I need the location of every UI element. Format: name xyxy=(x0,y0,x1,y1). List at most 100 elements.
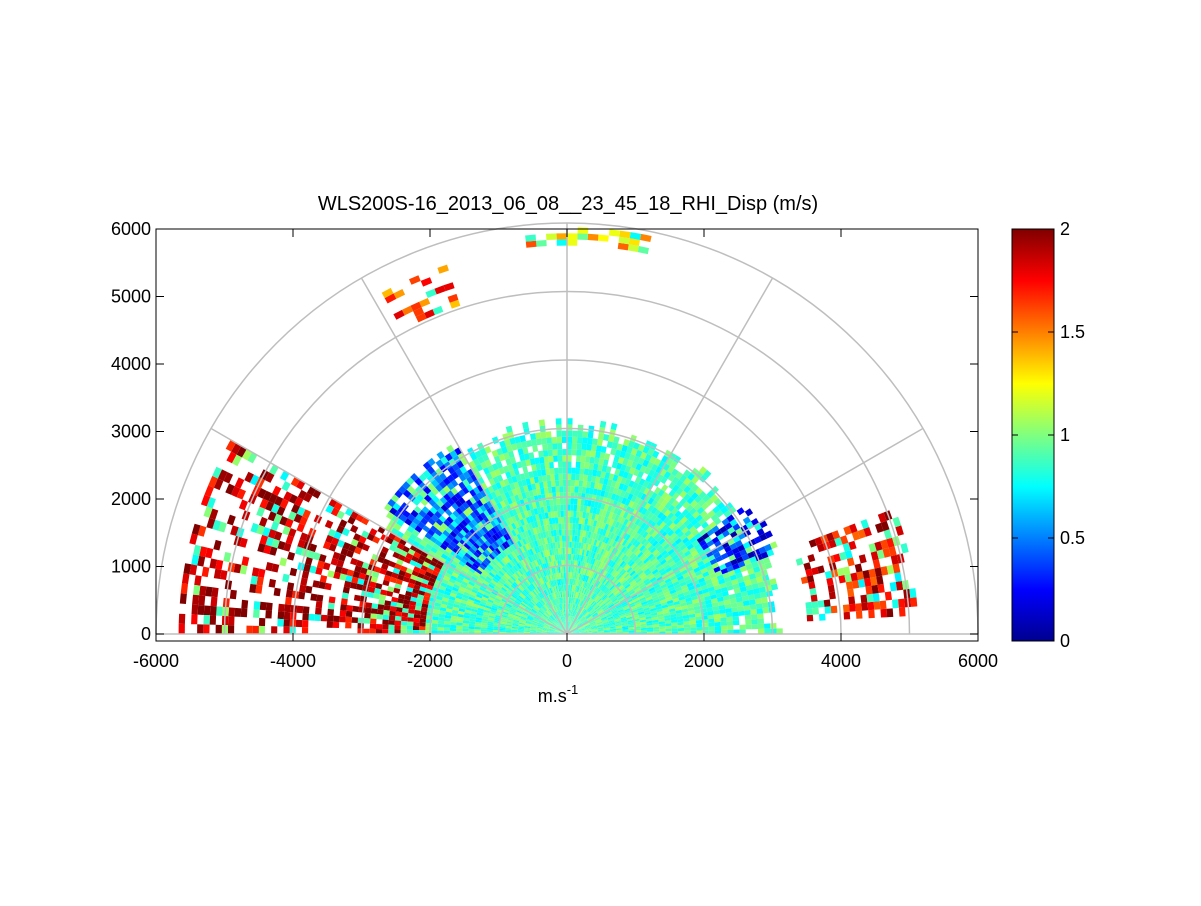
echo-cell-2290 xyxy=(548,487,553,494)
echo-cell-4235 xyxy=(365,607,372,613)
x-tick-label: 6000 xyxy=(958,651,998,671)
echo-cell-4098 xyxy=(319,581,326,589)
echo-cell-2190 xyxy=(558,468,563,474)
y-tick-label: 5000 xyxy=(111,287,151,307)
echo-cell-4228 xyxy=(408,613,415,618)
echo-cell-91 xyxy=(721,621,728,626)
echo-cell-2221 xyxy=(556,499,560,505)
echo-cell-1985 xyxy=(586,450,591,457)
echo-cell-2195 xyxy=(557,437,562,443)
echo-cell-4270 xyxy=(432,620,438,624)
echo-cell-145 xyxy=(874,601,881,610)
echo-cell-4383 xyxy=(394,625,400,630)
echo-cell-185 xyxy=(805,602,812,609)
echo-cell-2182 xyxy=(561,517,564,523)
echo-cell-1980 xyxy=(583,481,588,488)
echo-cell-2218 xyxy=(558,517,561,523)
echo-cell-65 xyxy=(770,623,776,629)
echo-cell-176 xyxy=(720,613,727,618)
echo-cell-2043 xyxy=(573,517,576,523)
echo-cell-2229 xyxy=(552,443,557,450)
echo-cell-96 xyxy=(758,619,765,625)
echo-cell-271 xyxy=(761,597,768,603)
echo-cell-2295 xyxy=(544,456,549,463)
echo-cell-2161 xyxy=(562,431,567,437)
echo-cell-4240 xyxy=(328,603,335,610)
echo-cell-2074 xyxy=(569,542,572,548)
echo-cell-32 xyxy=(777,628,783,634)
echo-cell-2015 xyxy=(579,480,584,487)
plot-area xyxy=(156,223,978,641)
echo-cell-228 xyxy=(762,602,769,608)
echo-cell-99 xyxy=(844,612,851,620)
echo-cell-2197 xyxy=(556,425,562,431)
echo-cell-4348 xyxy=(235,608,242,617)
echo-cell-2083 xyxy=(571,486,575,492)
echo-cell-4296 xyxy=(211,597,218,607)
echo-cell-4266 xyxy=(456,622,462,625)
echo-cell-2174 xyxy=(564,566,566,572)
echo-cell-2056 xyxy=(577,437,583,444)
echo-cell-2227 xyxy=(553,456,558,462)
colorbar: 00.511.52 xyxy=(1012,219,1085,651)
echo-cell-4345 xyxy=(265,610,272,618)
echo-cell-2194 xyxy=(557,443,562,449)
echo-cell-4333 xyxy=(352,617,359,623)
echo-cell-97 xyxy=(807,615,814,622)
echo-cell-2081 xyxy=(570,498,574,504)
echo-cell-4144 xyxy=(342,592,349,599)
echo-cell-4293 xyxy=(254,601,261,610)
echo-cell-4236 xyxy=(359,607,366,613)
echo-cell-2299 xyxy=(540,432,546,439)
echo-cell-2008 xyxy=(575,523,578,529)
colorbar-tick-label: 0.5 xyxy=(1060,528,1085,548)
echo-cell-2296 xyxy=(543,450,548,457)
echo-cell-4321 xyxy=(432,623,438,627)
echo-cell-4447 xyxy=(216,625,222,634)
echo-cell-4324 xyxy=(413,622,419,626)
echo-cell-4444 xyxy=(246,626,252,634)
echo-cell-52 xyxy=(684,628,690,631)
echo-cell-4286 xyxy=(303,606,310,613)
echo-cell-1979 xyxy=(582,487,587,494)
echo-cell-42 xyxy=(622,631,628,633)
echo-cell-2263 xyxy=(546,437,552,444)
echo-cell-234 xyxy=(872,585,879,594)
echo-cell-2178 xyxy=(562,542,565,548)
echo-cell-4190 xyxy=(341,598,348,605)
echo-cell-2044 xyxy=(573,511,577,517)
echo-cell-100 xyxy=(856,611,863,619)
echo-cell-4315 xyxy=(469,626,475,629)
echo-cell-2090 xyxy=(572,431,577,437)
echo-cell-2179 xyxy=(562,535,565,541)
echo-cell-4230 xyxy=(395,612,402,617)
y-tick-label: 0 xyxy=(141,624,151,644)
echo-cell-4440 xyxy=(283,627,289,634)
echo-cell-2086 xyxy=(571,468,576,474)
echo-cell-2085 xyxy=(571,474,575,480)
echo-cell-273 xyxy=(828,585,835,593)
echo-cell-2163 xyxy=(557,233,568,239)
echo-cell-95 xyxy=(751,619,758,624)
echo-cell-2252 xyxy=(554,505,558,512)
echo-cell-2049 xyxy=(575,480,579,486)
echo-cell-2078 xyxy=(570,517,573,523)
echo-cell-4336 xyxy=(333,616,340,623)
echo-cell-4143 xyxy=(354,595,361,602)
echo-cell-4192 xyxy=(316,595,323,602)
echo-cell-2016 xyxy=(579,474,584,481)
echo-cell-123 xyxy=(677,622,683,626)
echo-cell-4391 xyxy=(327,621,334,628)
echo-cell-4400 xyxy=(210,615,217,625)
echo-cell-4278 xyxy=(383,615,390,620)
echo-cell-2176 xyxy=(563,554,565,560)
echo-cell-4343 xyxy=(284,612,291,620)
echo-cell-4232 xyxy=(383,610,390,615)
echo-cell-4233 xyxy=(377,609,384,615)
echo-cell-4325 xyxy=(407,621,414,626)
echo-cell-142 xyxy=(855,603,862,611)
echo-cell-2293 xyxy=(545,469,550,476)
echo-cell-4442 xyxy=(259,626,265,634)
echo-cell-4352 xyxy=(210,606,217,616)
